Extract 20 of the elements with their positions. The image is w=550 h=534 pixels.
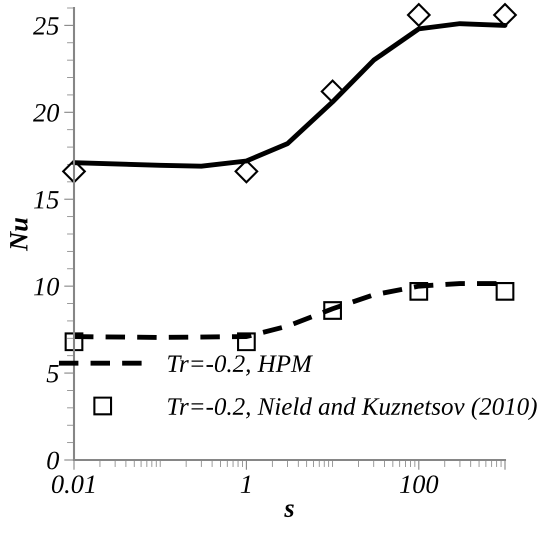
x-tick-label: 1 — [240, 475, 250, 493]
y-tick-label: 20 — [33, 104, 60, 122]
point — [406, 3, 431, 27]
point — [320, 80, 344, 104]
point — [493, 3, 517, 27]
point — [496, 282, 514, 301]
legend-label: Tr=-0.2, HPM — [168, 355, 313, 376]
y-tick-label: 10 — [34, 278, 60, 296]
y-tick-label: 0 — [47, 452, 60, 470]
point — [237, 332, 256, 352]
y-tick-label: 5 — [46, 364, 59, 382]
x-axis-title: s — [284, 504, 294, 518]
x-tick-label: 0.01 — [52, 475, 94, 494]
point — [323, 301, 342, 320]
y-tick-label: 15 — [34, 190, 59, 209]
y-tick-label: 25 — [33, 17, 59, 35]
legend-label: Tr=-0.2, Nield and Kuznetsov (2010) — [168, 397, 537, 420]
x-tick-label: 100 — [400, 475, 438, 494]
point — [409, 282, 428, 301]
y-axis-title: Nu — [10, 218, 28, 252]
